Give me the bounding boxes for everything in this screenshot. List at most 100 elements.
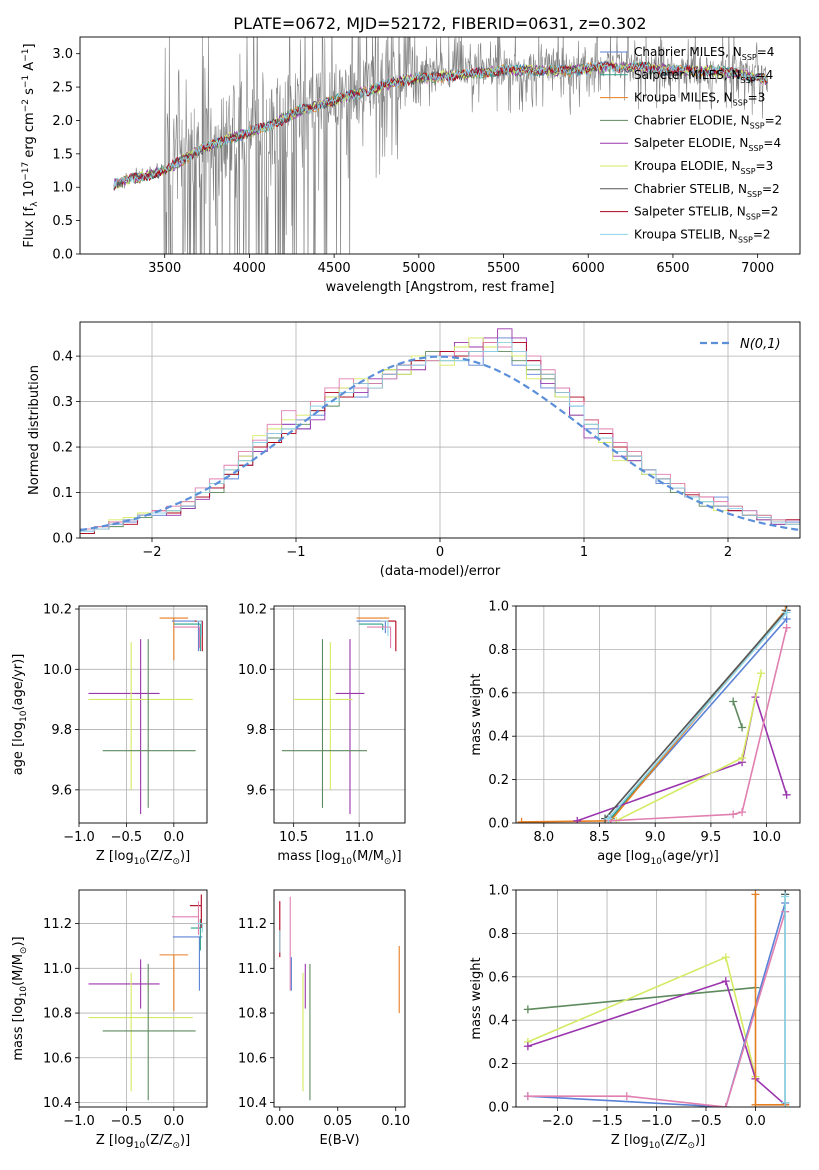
y-axis-label: Flux [fλ 10−17 erg cm−2 s−1 A−1]: [21, 43, 40, 247]
mass-weight-marker: [751, 890, 760, 899]
axes-frame: [78, 605, 208, 824]
label-part: ⊙: [384, 857, 392, 867]
x-tick-label: 0.0: [745, 1114, 766, 1129]
y-axis-label: mass weight: [469, 673, 484, 755]
plot-area-residuals: [80, 322, 800, 538]
mass-weight-marker: [523, 1092, 532, 1101]
x-axis-label: mass [log10(M/M⊙)]: [277, 849, 401, 867]
label-part: (Z/Z: [660, 1133, 687, 1148]
mass-weight-marker: [573, 816, 582, 823]
legend-label-main: Salpeter ELODIE, N: [634, 136, 748, 150]
mass-weight-marker: [738, 723, 747, 732]
label-part: age [: [11, 742, 26, 775]
label-part: mass [: [11, 1017, 26, 1060]
label-part: 10: [649, 1141, 661, 1151]
x-tick-label: −2: [142, 545, 161, 560]
y-tick-label: 10.4: [238, 1096, 267, 1111]
plot-area-mass_weight_vs_Z: [516, 890, 800, 1107]
y-tick-label: 0.5: [52, 214, 73, 229]
legend-label-sub: SSP: [746, 213, 761, 222]
label-part: mass weight: [469, 673, 484, 755]
y-tick-label: 0.2: [488, 1057, 509, 1072]
legend-label: Salpeter MILES, NSSP=4: [634, 68, 773, 85]
gaussian-legend-label: N(0,1): [740, 337, 781, 352]
data-spectrum-line: [113, 37, 768, 254]
legend-label-main: Kroupa MILES, N: [634, 91, 733, 105]
y-tick-label: 9.6: [51, 783, 72, 798]
mass-weight-marker: [523, 1005, 532, 1014]
legend-label-tail: =2: [762, 182, 780, 196]
label-part: mass [: [277, 849, 320, 864]
label-part: wavelength [Angstrom, rest frame]: [326, 280, 555, 295]
label-part: Z [: [96, 1133, 114, 1148]
y-tick-label: 0.8: [488, 927, 509, 942]
y-tick-label: 0.4: [488, 1014, 509, 1029]
label-part: )]: [180, 849, 190, 864]
legend-label-main: Kroupa STELIB, N: [634, 227, 738, 241]
label-part: (Z/Z: [145, 849, 172, 864]
legend-label-tail: =2: [753, 227, 771, 241]
legend-label-sub: SSP: [748, 144, 763, 153]
x-tick-label: 0.05: [323, 1114, 352, 1129]
legend-label: Chabrier MILES, NSSP=4: [634, 45, 774, 62]
label-part: log: [629, 1133, 649, 1148]
y-tick-label: 0.6: [488, 686, 509, 701]
label-part: −17: [21, 162, 31, 181]
label-part: 10: [650, 857, 662, 867]
legend-label: Chabrier STELIB, NSSP=2: [634, 182, 780, 199]
panel-spectrum: 3500 4000 4500 5000 5500 6000 6500 7000 0.0 0.5 1.…: [21, 36, 801, 295]
legend-label-sub: SSP: [733, 99, 748, 108]
y-tick-label: 0.1: [52, 486, 73, 501]
mass-weight-marker: [729, 697, 738, 706]
legend-label: Salpeter ELODIE, NSSP=4: [634, 136, 781, 153]
legend-label-main: Kroupa ELODIE, N: [634, 159, 741, 173]
legend-label-main: Salpeter STELIB, N: [634, 205, 746, 219]
legend-label: Kroupa ELODIE, NSSP=3: [634, 159, 773, 176]
legend-label-main: Chabrier MILES, N: [634, 45, 742, 59]
plot-area-age_vs_mass: [274, 606, 405, 823]
panel-mass_weight_vs_Z: −2.0 −1.5 −1.0 −0.5 0.0 0.0 0.2 0.4 0.6 0.8 1.0 Z […: [469, 884, 801, 1151]
y-tick-label: 11.0: [43, 962, 72, 977]
x-tick-label: −1: [286, 545, 305, 560]
y-tick-label: 9.8: [246, 723, 267, 738]
label-part: log: [11, 997, 26, 1017]
mass-weight-line: [610, 627, 788, 822]
legend-label-tail: =4: [756, 68, 774, 82]
y-axis-label: mass [log10(M/M⊙)]: [11, 936, 29, 1060]
label-part: log: [114, 849, 134, 864]
label-part: A: [22, 62, 37, 75]
mass-weight-marker: [721, 1103, 730, 1107]
label-part: Flux [f: [22, 206, 37, 247]
axes-frame: [515, 889, 801, 1108]
axes-frame: [273, 889, 406, 1108]
x-tick-label: −0.5: [690, 1114, 722, 1129]
label-part: s: [22, 88, 37, 99]
mass-weight-marker: [738, 753, 747, 762]
legend-label-tail: =2: [761, 205, 779, 219]
y-tick-label: 0.4: [488, 730, 509, 745]
y-tick-label: 0.4: [52, 350, 73, 365]
x-tick-label: −0.5: [111, 830, 143, 845]
y-axis-label: age [log10(age/yr)]: [11, 654, 29, 776]
y-tick-label: 0.2: [52, 441, 73, 456]
mass-weight-marker: [751, 1100, 760, 1107]
x-axis-label: Z [log10(Z/Z⊙)]: [611, 1133, 705, 1151]
label-part: log: [11, 722, 26, 742]
label-part: erg cm: [22, 112, 37, 161]
x-tick-label: 5500: [487, 261, 520, 276]
mass-weight-marker: [738, 808, 747, 817]
x-tick-label: −1.5: [591, 1114, 623, 1129]
legend-label-sub: SSP: [747, 190, 762, 199]
label-part: ⊙: [19, 947, 29, 955]
mass-weight-marker: [604, 814, 613, 823]
y-tick-label: 10.6: [43, 1051, 72, 1066]
mass-weight-marker: [721, 953, 730, 962]
x-axis-label: Z [log10(Z/Z⊙)]: [96, 849, 190, 867]
y-tick-label: 3.0: [52, 47, 73, 62]
x-tick-label: 4000: [233, 261, 266, 276]
plot-area-mass_vs_Z: [79, 890, 207, 1107]
panel-age_vs_Z: −1.0 −0.5 0.09.69.810.010.2Z [log10(Z/Z⊙)]…: [11, 603, 208, 867]
x-tick-label: 9.5: [701, 830, 722, 845]
y-axis-label: Normed distribution: [27, 365, 42, 495]
